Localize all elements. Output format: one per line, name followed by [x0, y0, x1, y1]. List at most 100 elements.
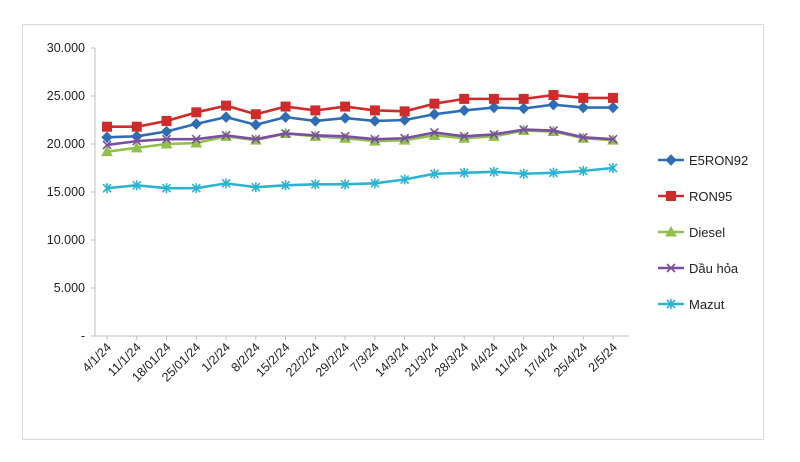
chart-frame	[22, 24, 764, 440]
legend-label: Diesel	[689, 225, 725, 240]
data-point	[429, 127, 439, 138]
data-point	[459, 167, 469, 178]
legend-swatch-marker	[666, 263, 676, 273]
data-point	[221, 130, 231, 140]
legend-swatch-marker	[665, 154, 677, 166]
data-point	[548, 90, 559, 101]
data-point	[102, 140, 112, 150]
series-e5ron92	[101, 98, 619, 143]
x-tick-label: 2/5/24	[586, 340, 621, 375]
series-line	[106, 128, 614, 147]
data-point	[340, 179, 350, 190]
chart-axes: -5.00010.00015.00020.00025.00030.0004/1/…	[47, 41, 629, 385]
data-point	[310, 130, 320, 140]
series-line	[106, 166, 614, 190]
data-point	[281, 128, 291, 139]
legend-label: Mazut	[689, 297, 725, 312]
data-point	[101, 145, 113, 157]
data-point	[400, 133, 410, 143]
data-point	[459, 131, 469, 141]
data-point	[309, 115, 322, 127]
series-layer	[101, 90, 619, 194]
data-point	[459, 93, 470, 104]
chart-legend: E5RON92 RON95 Diesel Dầu hỏa Mazut	[658, 153, 748, 312]
data-point	[548, 125, 559, 136]
data-point	[191, 134, 201, 144]
data-point	[428, 108, 441, 120]
data-point	[369, 115, 381, 127]
data-point	[517, 102, 530, 115]
data-point	[310, 179, 320, 190]
legend-swatch-marker	[666, 299, 676, 309]
data-point	[191, 107, 202, 118]
series-mazut	[102, 163, 618, 194]
legend-item: E5RON92	[658, 153, 748, 168]
data-point	[190, 118, 203, 130]
data-point	[280, 101, 291, 112]
data-point	[220, 111, 232, 123]
x-tick-label: 28/3/24	[432, 340, 471, 379]
data-point	[607, 101, 619, 114]
series-line	[106, 129, 614, 153]
data-point	[578, 132, 588, 142]
data-point	[131, 121, 142, 132]
data-point	[340, 101, 351, 112]
data-point	[221, 178, 231, 189]
data-point	[132, 180, 142, 191]
data-point	[488, 101, 500, 114]
data-point	[400, 174, 410, 185]
data-point	[370, 134, 380, 144]
data-point	[339, 112, 351, 124]
y-tick-label: 30.000	[47, 41, 85, 55]
x-tick-label: 1/2/24	[199, 340, 234, 375]
data-point	[399, 106, 410, 117]
data-point	[279, 111, 292, 123]
legend-label: Dầu hỏa	[689, 261, 739, 276]
data-point	[160, 137, 173, 149]
data-point	[221, 100, 232, 111]
data-point	[489, 166, 499, 177]
data-point	[369, 105, 380, 116]
legend-item: RON95	[658, 189, 732, 204]
series-line	[107, 93, 613, 129]
data-point	[519, 168, 529, 179]
data-point	[340, 131, 350, 141]
data-point	[429, 98, 440, 109]
data-point	[132, 136, 142, 146]
data-point	[547, 98, 560, 111]
legend-item: Mazut	[658, 297, 725, 312]
legend-label: E5RON92	[689, 153, 748, 168]
y-tick-label: 5.000	[54, 281, 85, 295]
x-tick-label: 29/2/24	[313, 340, 352, 379]
data-point	[519, 125, 529, 135]
legend-swatch-marker	[665, 225, 677, 237]
data-point	[161, 134, 172, 144]
data-point	[250, 119, 262, 131]
data-point	[250, 109, 261, 120]
data-point	[251, 182, 261, 193]
legend-item: Dầu hỏa	[658, 261, 739, 276]
data-point	[101, 131, 113, 143]
data-point	[191, 183, 201, 194]
data-point	[578, 165, 588, 176]
data-point	[161, 183, 172, 194]
y-tick-label: 15.000	[47, 185, 85, 199]
data-point	[130, 141, 143, 153]
data-point	[429, 168, 439, 179]
legend-swatch-marker	[666, 191, 676, 201]
data-point	[488, 93, 499, 104]
data-point	[489, 129, 499, 139]
data-point	[548, 167, 559, 178]
data-point	[370, 178, 380, 189]
y-tick-label: -	[81, 329, 85, 343]
legend-label: RON95	[689, 189, 732, 204]
series-d-u-h-a	[102, 125, 618, 150]
series-ron95	[102, 90, 618, 132]
data-point	[310, 105, 321, 116]
data-point	[608, 163, 618, 173]
data-point	[102, 121, 112, 132]
data-point	[577, 101, 589, 114]
y-tick-label: 25.000	[47, 89, 85, 103]
data-point	[518, 93, 529, 104]
